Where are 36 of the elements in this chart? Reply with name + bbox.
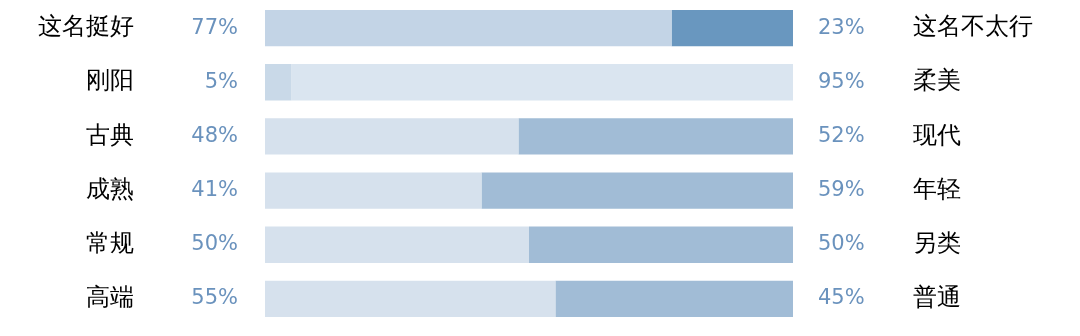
y-tick-label: 成熟	[86, 174, 134, 203]
y2-tick-label: 现代	[913, 120, 961, 149]
y-tick-label: 这名挺好	[38, 12, 134, 41]
y2-tick-label: 柔美	[913, 66, 961, 95]
data-label: 5%	[204, 68, 238, 93]
data-label: 45%	[818, 285, 865, 310]
bar	[265, 64, 292, 101]
y-tick-label: 高端	[86, 283, 134, 312]
y-tick-label: 常规	[86, 228, 134, 257]
y2-tick-label: 普通	[913, 283, 961, 312]
bar	[529, 226, 793, 263]
data-label: 48%	[191, 122, 238, 147]
y2-tick-label: 年轻	[913, 174, 961, 203]
data-label: 50%	[818, 231, 865, 256]
data-label: 41%	[191, 177, 238, 202]
bar	[671, 9, 793, 47]
data-label: 23%	[818, 14, 865, 39]
bar	[265, 226, 529, 263]
bar	[481, 172, 793, 209]
y2-tick-label: 这名不太行	[913, 12, 1033, 41]
y-tick-label: 古典	[86, 120, 134, 149]
bar	[265, 280, 556, 318]
bar	[555, 280, 793, 318]
y-tick-label: 刚阳	[86, 66, 134, 95]
bar	[291, 64, 793, 101]
data-label: 59%	[818, 177, 865, 202]
data-label: 55%	[191, 285, 238, 310]
data-label: 95%	[818, 68, 865, 93]
data-label: 50%	[191, 231, 238, 256]
bar	[265, 9, 672, 47]
data-label: 77%	[191, 14, 238, 39]
bar	[518, 118, 793, 155]
data-label: 52%	[818, 122, 865, 147]
bar	[265, 118, 519, 155]
bar	[265, 172, 482, 209]
y2-tick-label: 另类	[913, 228, 961, 257]
